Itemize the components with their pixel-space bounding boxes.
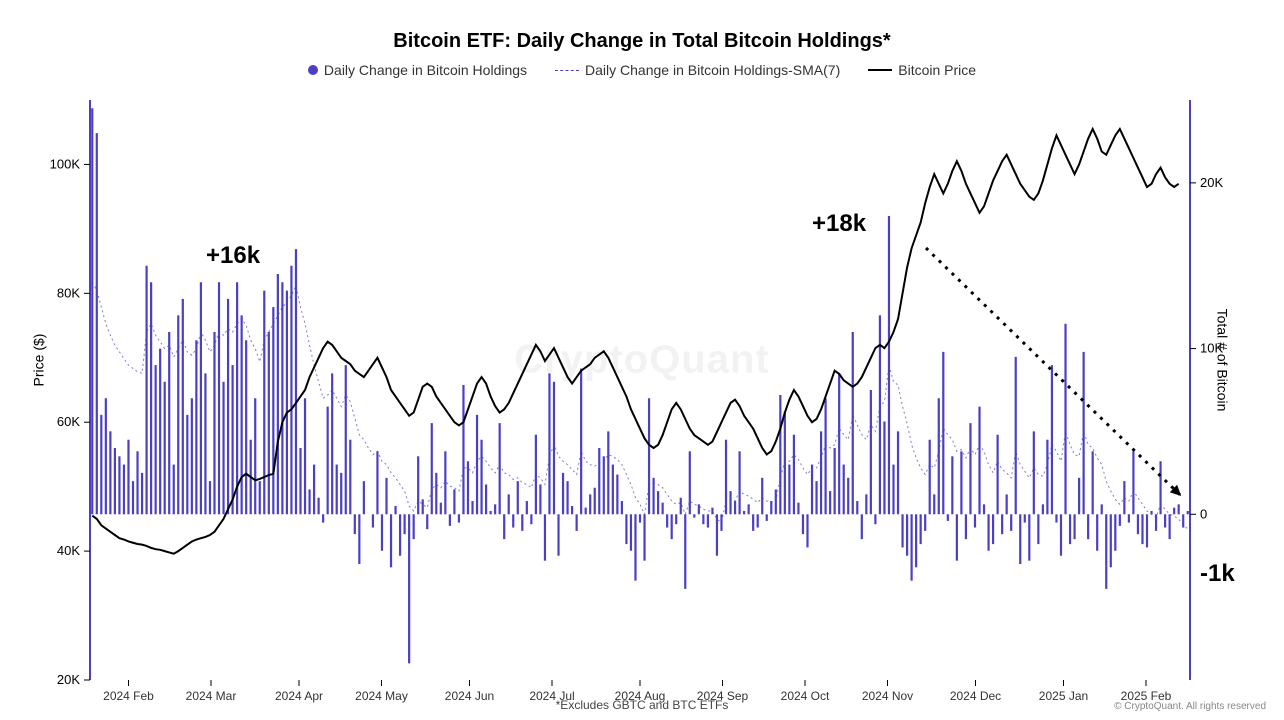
svg-text:60K: 60K xyxy=(57,414,80,429)
annotation: +18k xyxy=(812,210,866,238)
svg-text:20K: 20K xyxy=(1200,175,1223,190)
chart-container: Bitcoin ETF: Daily Change in Total Bitco… xyxy=(0,0,1284,720)
copyright: © CryptoQuant. All rights reserved xyxy=(1114,701,1266,712)
annotation: -1k xyxy=(1200,560,1235,588)
svg-text:40K: 40K xyxy=(57,543,80,558)
annotation: +16k xyxy=(206,242,260,270)
plot-svg: 20K40K60K80K100K010K20K2024 Feb2024 Mar2… xyxy=(0,0,1284,720)
svg-text:10K: 10K xyxy=(1200,341,1223,356)
svg-text:80K: 80K xyxy=(57,285,80,300)
svg-text:20K: 20K xyxy=(57,672,80,687)
footnote: *Excludes GBTC and BTC ETFs xyxy=(0,698,1284,712)
svg-text:100K: 100K xyxy=(50,156,81,171)
svg-text:0: 0 xyxy=(1200,506,1207,521)
